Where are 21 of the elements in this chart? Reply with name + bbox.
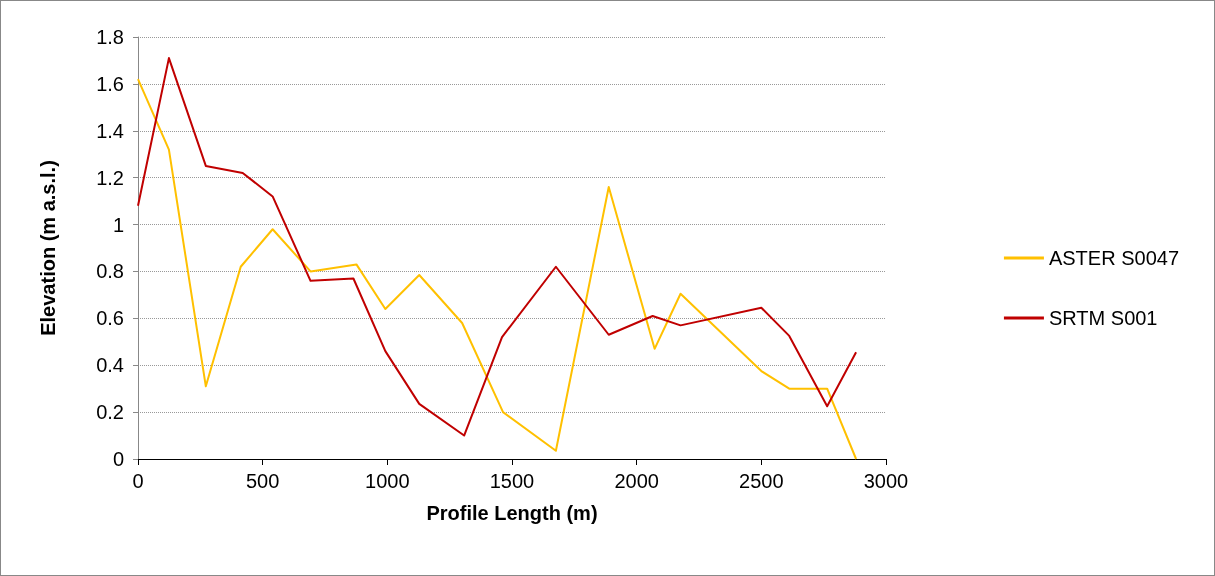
x-tick-label: 1000 (365, 470, 410, 492)
x-axis-title: Profile Length (m) (426, 502, 598, 524)
legend-label: ASTER S0047 (1048, 247, 1180, 269)
x-tick-label: 0 (132, 470, 144, 492)
x-tick-label: 3000 (863, 470, 909, 492)
x-tick-label: 2000 (614, 470, 659, 492)
y-tick-label: 1 (112, 213, 124, 236)
x-tick-label: 500 (245, 470, 280, 492)
y-tick-label: 1.4 (96, 119, 124, 142)
x-tick-label: 1500 (489, 470, 535, 492)
y-tick-label: 0 (112, 448, 124, 470)
x-tick-label: 2500 (739, 470, 784, 492)
y-tick-label: 0.4 (96, 354, 124, 377)
legend-label: SRTM S001 (1048, 307, 1158, 329)
y-tick-label: 0.8 (96, 260, 124, 283)
y-tick-label: 0.6 (96, 307, 124, 330)
y-tick-label: 0.2 (96, 401, 124, 424)
y-axis-title: Elevation (m a.s.l.) (37, 160, 59, 336)
y-tick-label: 1.8 (96, 26, 124, 48)
y-tick-label: 1.6 (96, 72, 124, 95)
y-tick-label: 1.2 (96, 166, 124, 189)
